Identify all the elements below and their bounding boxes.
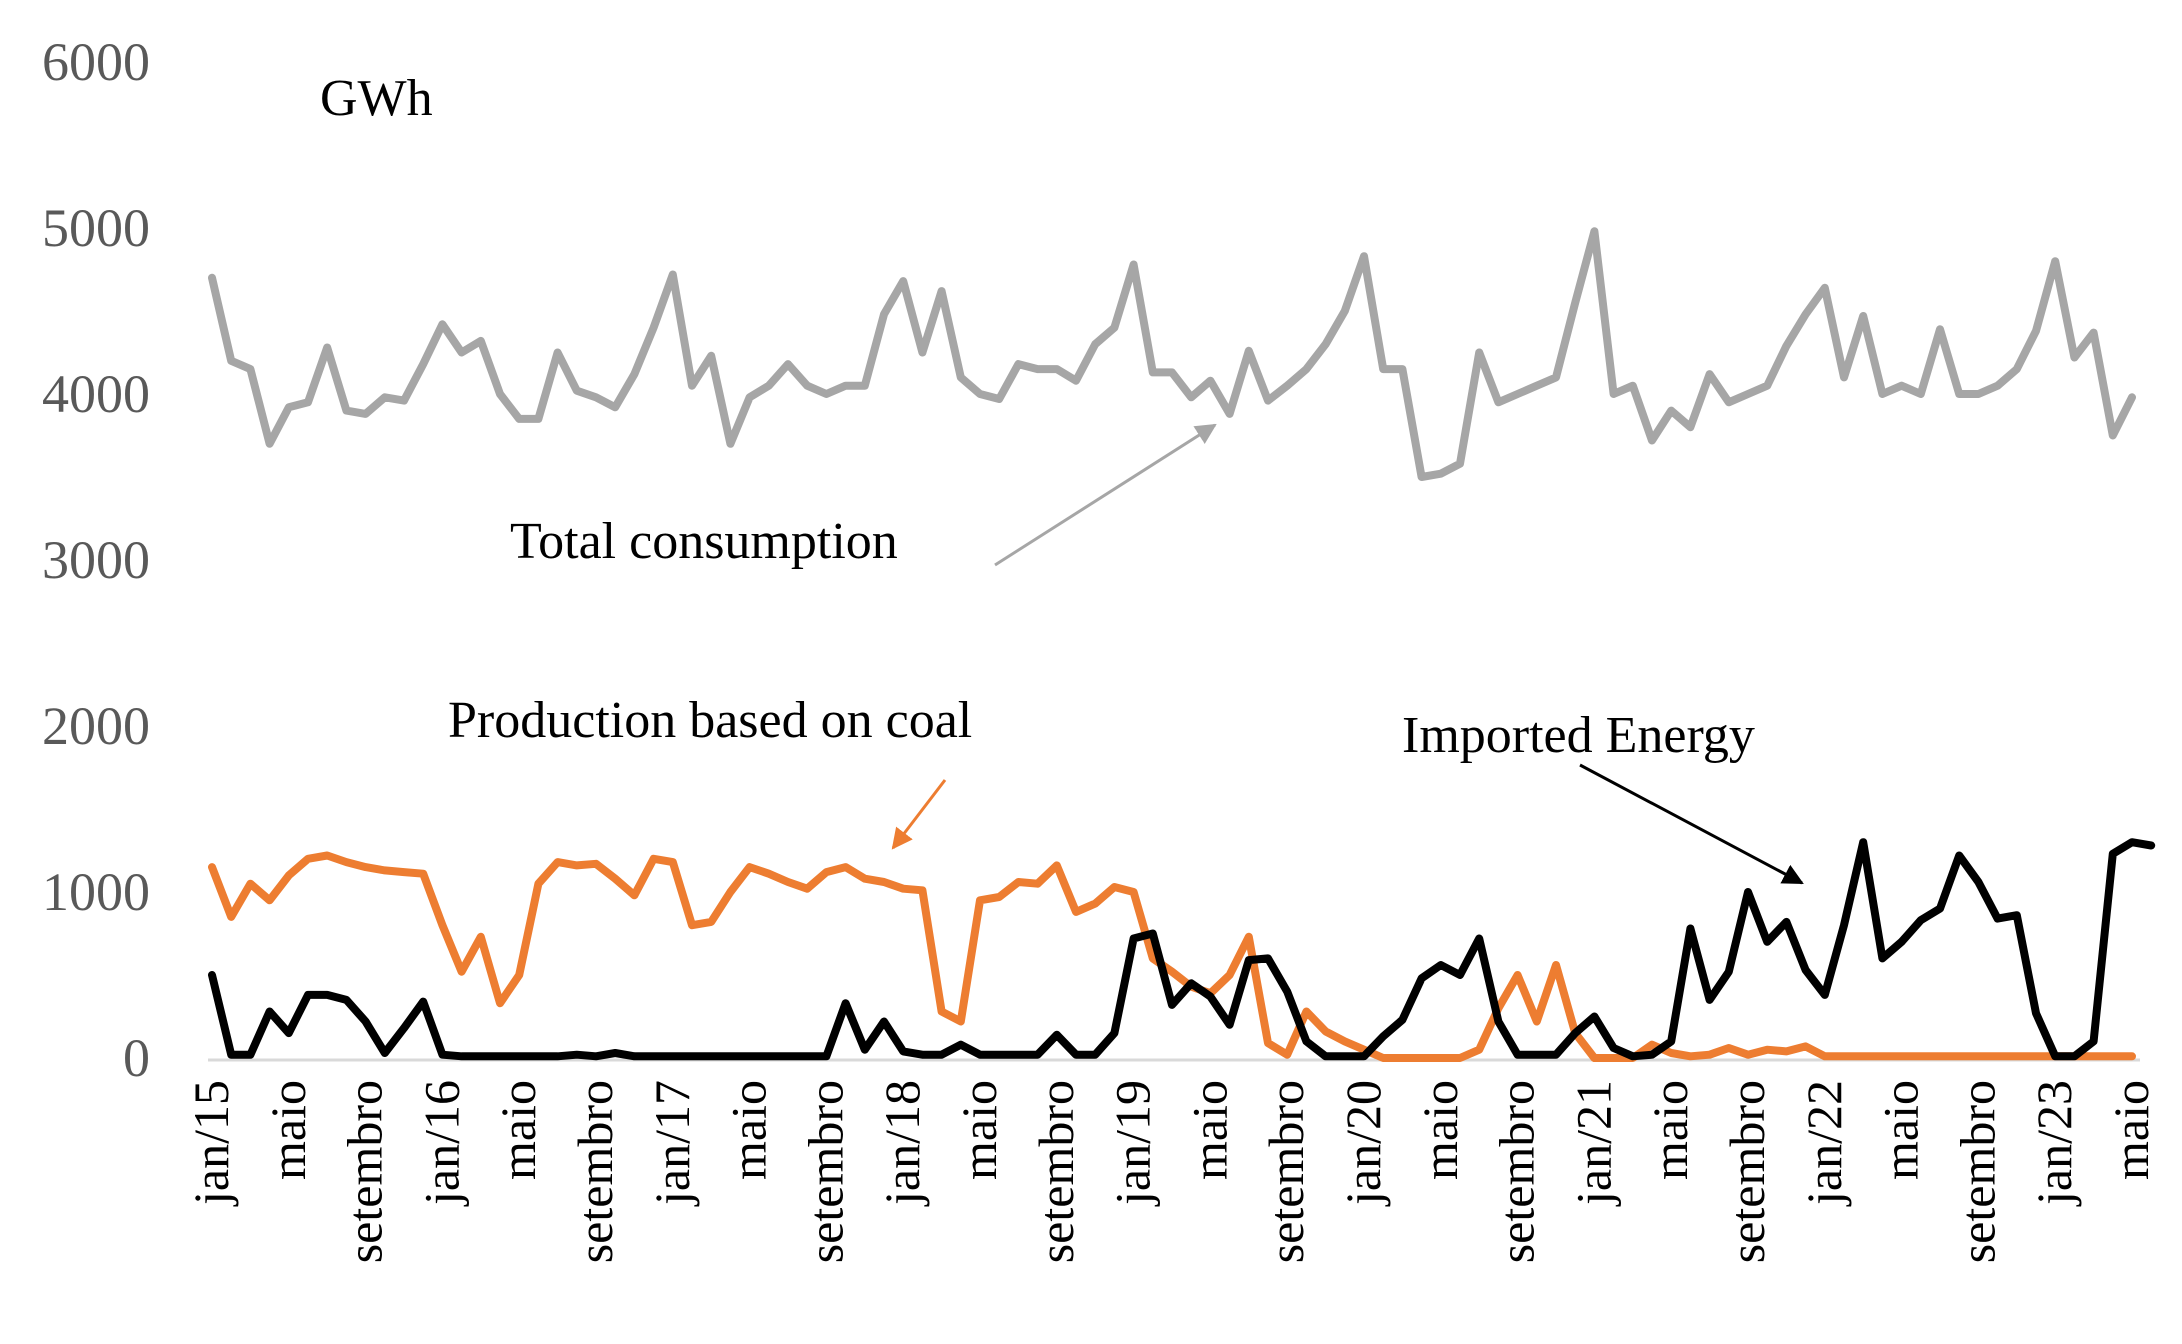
x-tick-label: maio xyxy=(1412,1080,1468,1180)
series-layer xyxy=(208,227,2156,1062)
x-tick-label: setembro xyxy=(1258,1080,1314,1263)
annotation-arrow-production-coal xyxy=(891,779,947,850)
x-tick-label: jan/15 xyxy=(183,1080,239,1207)
x-tick-label: maio xyxy=(1181,1080,1237,1180)
series-line-total-consumption xyxy=(208,227,2136,481)
x-tick-label: setembro xyxy=(1489,1080,1545,1263)
annotation-production-coal: Production based on coal xyxy=(448,692,972,749)
x-tick-label: maio xyxy=(1873,1080,1929,1180)
series-line-production-based-on-coal xyxy=(208,851,2136,1062)
x-tick-label: jan/17 xyxy=(644,1080,700,1207)
y-tick-label: 2000 xyxy=(42,696,150,756)
x-tick-label: setembro xyxy=(1949,1080,2005,1263)
x-tick-label: setembro xyxy=(1719,1080,1775,1263)
x-tick-label: jan/22 xyxy=(1796,1080,1852,1207)
x-tick-label: maio xyxy=(721,1080,777,1180)
annotation-arrow-total-consumption xyxy=(994,423,1217,567)
x-tick-label: maio xyxy=(490,1080,546,1180)
x-tick-label: setembro xyxy=(1028,1080,1084,1263)
x-tick-label: maio xyxy=(1642,1080,1698,1180)
x-tick-label: maio xyxy=(951,1080,1007,1180)
y-tick-label: 6000 xyxy=(42,32,150,92)
x-axis-ticks: jan/15 maio setembro jan/16 maio setembro jan/… xyxy=(183,1080,2159,1263)
x-tick-label: jan/16 xyxy=(413,1080,469,1207)
y-tick-label: 1000 xyxy=(42,862,150,922)
x-tick-label: jan/19 xyxy=(1105,1080,1161,1207)
x-tick-label: setembro xyxy=(797,1080,853,1263)
annotation-imported-energy: Imported Energy xyxy=(1402,707,1755,764)
y-tick-label: 0 xyxy=(123,1028,150,1088)
x-tick-label: jan/21 xyxy=(1565,1080,1621,1207)
x-tick-label: maio xyxy=(260,1080,316,1180)
y-tick-label: 3000 xyxy=(42,530,150,590)
y-tick-label: 5000 xyxy=(42,198,150,258)
series-line-imported-energy xyxy=(208,838,2156,1061)
x-tick-label: setembro xyxy=(337,1080,393,1263)
x-tick-label: jan/18 xyxy=(874,1080,930,1207)
y-tick-label: 4000 xyxy=(42,364,150,424)
x-tick-label: maio xyxy=(2103,1080,2159,1180)
x-tick-label: jan/23 xyxy=(2026,1080,2082,1207)
annotation-arrow-imported-energy xyxy=(1579,763,1804,885)
x-tick-label: jan/20 xyxy=(1335,1080,1391,1207)
y-axis-ticks: 0 1000 2000 3000 4000 5000 6000 xyxy=(42,32,150,1088)
y-axis-unit-label: GWh xyxy=(320,70,433,127)
x-tick-label: setembro xyxy=(567,1080,623,1263)
annotation-total-consumption: Total consumption xyxy=(510,513,898,570)
